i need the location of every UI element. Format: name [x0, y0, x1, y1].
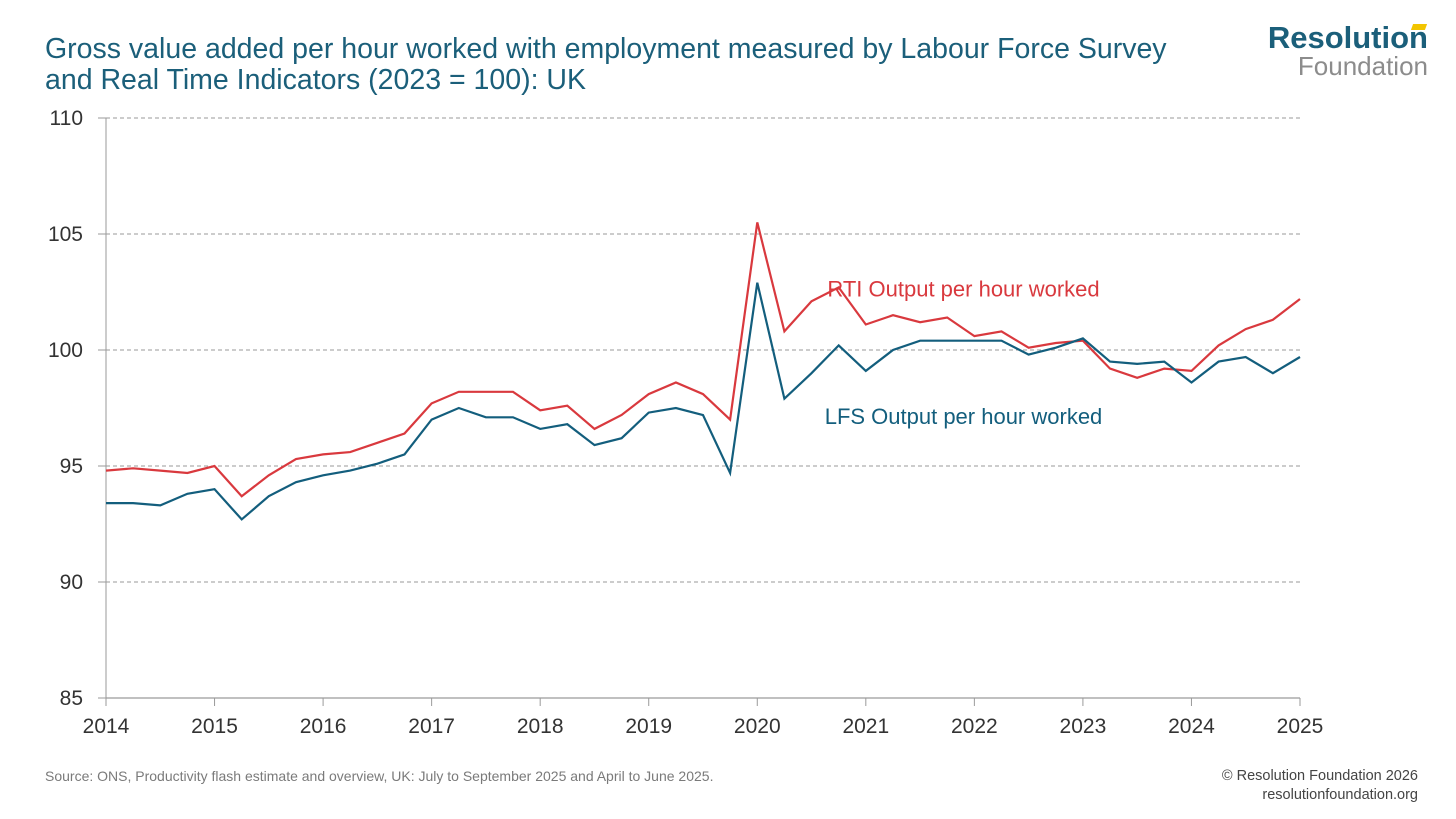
chart-title-line-1: Gross value added per hour worked with e… — [45, 33, 1167, 65]
y-tick-label-105: 105 — [48, 223, 83, 246]
y-tick-label-110: 110 — [50, 107, 83, 130]
x-tick-label-2016: 2016 — [300, 715, 347, 738]
x-tick-label-2022: 2022 — [951, 715, 998, 738]
x-tick-label-2024: 2024 — [1168, 715, 1215, 738]
series-line-lfs-output-per-hour-worked — [106, 282, 1301, 521]
credits: © Resolution Foundation 2026 resolutionf… — [1222, 767, 1418, 805]
x-tick-label-2017: 2017 — [408, 715, 455, 738]
x-tick-label-2023: 2023 — [1060, 715, 1107, 738]
y-tick-label-100: 100 — [48, 339, 83, 362]
source-note: Source: ONS, Productivity flash estimate… — [45, 768, 714, 784]
x-tick-label-2021: 2021 — [842, 715, 889, 738]
x-tick-label-2019: 2019 — [625, 715, 672, 738]
logo-line-2: Foundation — [1297, 51, 1428, 81]
x-tick-label-2020: 2020 — [734, 715, 781, 738]
resolution-foundation-logo: Resolution Foundation — [1268, 22, 1428, 79]
x-tick-label-2025: 2025 — [1277, 715, 1324, 738]
y-tick-label-85: 85 — [60, 687, 83, 710]
series-line-rti-output-per-hour-worked — [105, 222, 1301, 498]
y-tick-label-90: 90 — [60, 571, 83, 594]
x-tick-label-2014: 2014 — [83, 715, 130, 738]
x-tick-label-2018: 2018 — [517, 715, 564, 738]
website-link[interactable]: resolutionfoundation.org — [1262, 787, 1418, 803]
series-label-lfs-output-per-hour-worked: LFS Output per hour worked — [825, 404, 1103, 429]
chart-title: Gross value added per hour worked with e… — [45, 34, 1245, 96]
copyright-text: © Resolution Foundation 2026 — [1221, 768, 1418, 784]
series-label-rti-output-per-hour-worked: RTI Output per hour worked — [827, 277, 1099, 302]
logo-line-1: Resolution — [1267, 20, 1428, 55]
x-tick-label-2015: 2015 — [191, 715, 238, 738]
chart-title-line-2: and Real Time Indicators (2023 = 100): U… — [45, 64, 586, 96]
y-tick-label-95: 95 — [60, 455, 83, 478]
